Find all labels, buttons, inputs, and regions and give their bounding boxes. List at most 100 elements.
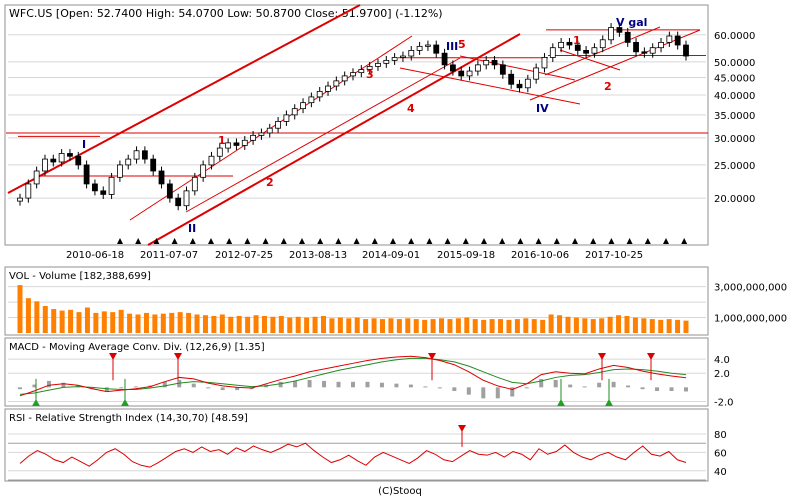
candle-body bbox=[117, 164, 123, 178]
volume-value: [182,388,699] bbox=[79, 271, 151, 282]
volume-bar bbox=[481, 319, 487, 333]
candle-body bbox=[275, 121, 281, 129]
volume-bar bbox=[455, 318, 461, 333]
volume-bar bbox=[42, 305, 48, 333]
volume-bar bbox=[565, 316, 571, 333]
volume-bar bbox=[354, 317, 360, 333]
period-marker bbox=[481, 238, 487, 244]
price-tick-label: 50.0000 bbox=[714, 58, 755, 69]
candle-body bbox=[250, 134, 257, 141]
candle-body bbox=[333, 80, 340, 87]
volume-bar bbox=[51, 309, 57, 333]
candle-body bbox=[541, 57, 548, 69]
candle-body bbox=[533, 67, 540, 80]
candle-body bbox=[558, 41, 565, 49]
macd-histogram-bar bbox=[278, 381, 283, 388]
candle-body bbox=[425, 44, 431, 47]
volume-bar bbox=[177, 312, 183, 333]
period-marker bbox=[117, 238, 123, 244]
volume-bar bbox=[632, 317, 638, 333]
volume-bar bbox=[607, 316, 613, 333]
macd-buy-marker bbox=[557, 399, 565, 406]
wave-label-minor: 2 bbox=[266, 176, 274, 189]
channel-lower bbox=[147, 33, 521, 246]
candle-body bbox=[75, 155, 82, 166]
volume-bar bbox=[489, 319, 495, 333]
volume-bar bbox=[430, 319, 436, 333]
candle-body bbox=[200, 164, 207, 178]
macd-sell-marker bbox=[428, 353, 436, 360]
channel-inner bbox=[185, 57, 461, 213]
macd-sell-marker bbox=[598, 353, 606, 360]
price-tick-label: 20.0000 bbox=[714, 194, 755, 205]
rsi-tick-label: 40 bbox=[714, 467, 727, 478]
volume-bar bbox=[363, 319, 369, 333]
macd-histogram-bar bbox=[351, 381, 355, 388]
volume-panel: VOL - Volume [182,388,699] 3,000,000,000… bbox=[4, 266, 787, 336]
candle-body bbox=[508, 73, 515, 85]
low-value: 50.8700 bbox=[256, 7, 302, 20]
macd-panel: MACD - Moving Average Conv. Div. (12,26,… bbox=[4, 337, 734, 408]
macd-histogram-bar bbox=[46, 380, 51, 388]
volume-bar bbox=[186, 312, 192, 333]
candle-body bbox=[658, 41, 664, 49]
volume-bar bbox=[17, 285, 23, 333]
channel-upper bbox=[7, 4, 361, 194]
macd-value: [1.35] bbox=[235, 342, 265, 353]
copyright-label: (C)Stooq bbox=[378, 486, 422, 497]
volume-bar bbox=[447, 319, 453, 333]
macd-histogram-bar bbox=[524, 387, 529, 389]
candle-body bbox=[466, 70, 473, 77]
rsi-axis: 80 60 40 bbox=[714, 430, 727, 478]
macd-histogram-bar bbox=[235, 387, 240, 391]
candle-body bbox=[375, 62, 381, 67]
volume-bar bbox=[624, 316, 630, 333]
macd-histogram-bar bbox=[510, 387, 515, 397]
volume-bar bbox=[118, 309, 124, 333]
macd-sell-marker bbox=[174, 353, 182, 360]
volume-bar bbox=[422, 319, 428, 333]
candle-body bbox=[233, 142, 240, 146]
wave-label-minor: 1 bbox=[573, 34, 581, 47]
candle-body bbox=[574, 44, 581, 51]
macd-histogram-bar bbox=[626, 385, 631, 388]
period-marker bbox=[572, 238, 578, 244]
period-marker bbox=[499, 238, 506, 244]
rsi-overbought-marker bbox=[458, 425, 466, 432]
wave-label-minor: 1 bbox=[218, 134, 226, 147]
price-tick-label: 60.0000 bbox=[714, 31, 755, 42]
candle-body bbox=[683, 44, 689, 57]
period-marker bbox=[590, 238, 597, 244]
candle-body bbox=[516, 83, 523, 89]
period-marker bbox=[353, 238, 360, 244]
macd-histogram-bar bbox=[408, 384, 413, 388]
macd-histogram-bar bbox=[177, 379, 182, 388]
volume-bar bbox=[304, 317, 310, 333]
volume-title: VOL - Volume bbox=[9, 271, 76, 282]
volume-bar bbox=[211, 316, 217, 333]
volume-bar bbox=[675, 319, 681, 333]
macd-histogram-bar bbox=[162, 381, 167, 388]
wave-label-major: III bbox=[446, 40, 458, 53]
candle-body bbox=[641, 51, 648, 54]
period-marker bbox=[426, 238, 433, 244]
period-marker bbox=[317, 238, 324, 244]
candle-body bbox=[358, 69, 365, 74]
volume-bar bbox=[337, 317, 343, 333]
candle-body bbox=[58, 153, 65, 163]
candle-body bbox=[649, 47, 656, 54]
volume-bar bbox=[506, 319, 512, 333]
volume-bar bbox=[194, 314, 200, 333]
candle-body bbox=[133, 150, 140, 160]
period-marker bbox=[280, 238, 287, 244]
wave-label-major: V gal bbox=[616, 16, 647, 29]
volume-bar bbox=[110, 312, 116, 333]
macd-histogram-bar bbox=[119, 387, 124, 389]
macd-tick-label: 4.0 bbox=[714, 355, 730, 366]
candle-body bbox=[300, 102, 306, 110]
price-panel-frame bbox=[4, 4, 709, 246]
candle-body bbox=[141, 150, 148, 160]
volume-bar bbox=[278, 316, 284, 333]
volume-bar bbox=[548, 314, 554, 333]
